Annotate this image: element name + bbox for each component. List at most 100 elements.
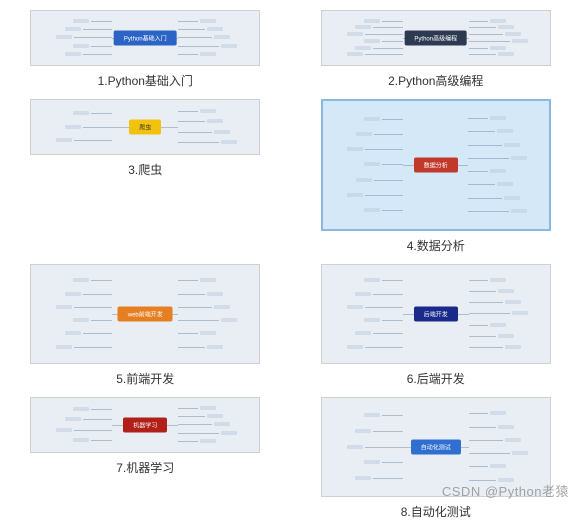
mindmap-branch	[468, 145, 501, 146]
mindmap-branch	[373, 48, 403, 49]
mindmap-branch	[178, 333, 198, 334]
mindmap-branch	[178, 280, 198, 281]
mindmap-branch	[469, 280, 489, 281]
mindmap-branch	[178, 132, 212, 133]
mindmap-center-node: 机器学习	[123, 418, 167, 433]
mindmap-branch	[469, 427, 496, 428]
mindmap-thumbnail[interactable]: 爬虫	[30, 99, 260, 155]
mindmap-branch	[91, 21, 112, 22]
mindmap-branch	[469, 41, 510, 42]
thumbnail-cell: 自动化测试 8.自动化测试	[311, 397, 562, 520]
thumbnail-caption: 2.Python高级编程	[388, 72, 483, 89]
mindmap-branch	[469, 27, 496, 28]
mindmap-center-node: Python高级编程	[404, 31, 467, 46]
mindmap-center-node: 爬虫	[129, 120, 161, 135]
mindmap-branch	[83, 419, 113, 420]
mindmap-branch	[374, 180, 403, 181]
mindmap-branch	[469, 336, 496, 337]
mindmap-branch	[469, 480, 496, 481]
mindmap-branch	[374, 134, 403, 135]
thumbnail-caption: 3.爬虫	[128, 161, 162, 178]
mindmap-branch	[469, 347, 503, 348]
mindmap-branch	[74, 430, 112, 431]
mindmap-branch	[469, 291, 496, 292]
mindmap-branch	[373, 478, 403, 479]
mindmap-branch	[373, 27, 403, 28]
mindmap-branch	[382, 320, 403, 321]
mindmap-branch	[382, 210, 403, 211]
thumbnail-cell: 机器学习 7.机器学习	[20, 397, 271, 520]
mindmap-branch	[468, 158, 508, 159]
mindmap-thumbnail[interactable]: 后端开发	[321, 264, 551, 364]
thumbnail-cell: web前端开发 5.前端开发	[20, 264, 271, 387]
mindmap-branch	[178, 433, 219, 434]
thumbnail-caption: 6.后端开发	[407, 370, 465, 387]
mindmap-left-branches	[333, 112, 403, 218]
mindmap-thumbnail[interactable]: web前端开发	[30, 264, 260, 364]
mindmap-branch	[178, 142, 219, 143]
mindmap-preview: 机器学习	[35, 402, 255, 448]
mindmap-branch	[178, 46, 219, 47]
mindmap-branch	[469, 54, 496, 55]
mindmap-branch	[365, 447, 403, 448]
mindmap-branch	[373, 294, 403, 295]
mindmap-center-node: 自动化测试	[411, 440, 461, 455]
mindmap-branch	[469, 466, 489, 467]
mindmap-branch	[382, 280, 403, 281]
mindmap-branch	[468, 211, 508, 212]
mindmap-branch	[178, 416, 205, 417]
mindmap-right-branches	[469, 18, 539, 59]
mindmap-branch	[469, 453, 510, 454]
mindmap-branch	[469, 34, 503, 35]
mindmap-branch	[178, 424, 212, 425]
mindmap-branch	[469, 313, 510, 314]
mindmap-right-branches	[469, 274, 539, 353]
mindmap-branch	[178, 320, 219, 321]
mindmap-branch	[365, 54, 403, 55]
mindmap-branch	[382, 164, 403, 165]
thumbnail-caption: 8.自动化测试	[401, 503, 471, 520]
mindmap-branch	[178, 54, 198, 55]
thumbnail-caption: 5.前端开发	[116, 370, 174, 387]
mindmap-branch	[468, 118, 488, 119]
thumbnail-caption: 7.机器学习	[116, 459, 174, 476]
mindmap-branch	[83, 127, 113, 128]
mindmap-right-branches	[178, 274, 248, 353]
mindmap-left-branches	[332, 18, 402, 59]
mindmap-thumbnail[interactable]: Python基础入门	[30, 10, 260, 66]
mindmap-preview: 爬虫	[35, 104, 255, 150]
mindmap-branch	[74, 347, 112, 348]
mindmap-branch	[469, 302, 503, 303]
mindmap-center-node: web前端开发	[118, 307, 173, 322]
mindmap-thumbnail[interactable]: 机器学习	[30, 397, 260, 453]
mindmap-branch	[382, 21, 403, 22]
mindmap-branch	[74, 307, 112, 308]
thumbnail-cell: 爬虫 3.爬虫	[20, 99, 271, 254]
mindmap-branch	[91, 280, 112, 281]
mindmap-branch	[365, 34, 403, 35]
mindmap-branch	[178, 441, 198, 442]
mindmap-branch	[382, 415, 403, 416]
mindmap-branch	[469, 413, 489, 414]
mindmap-branch	[468, 171, 488, 172]
thumbnail-cell: Python高级编程 2.Python高级编程	[311, 10, 562, 89]
mindmap-branch	[178, 347, 205, 348]
mindmap-thumbnail[interactable]: 自动化测试	[321, 397, 551, 497]
mindmap-branch	[365, 195, 403, 196]
mindmap-branch	[83, 54, 113, 55]
mindmap-branch	[382, 119, 403, 120]
mindmap-right-branches	[469, 407, 539, 486]
mindmap-thumbnail[interactable]: Python高级编程	[321, 10, 551, 66]
mindmap-branch	[91, 409, 112, 410]
mindmap-thumbnail[interactable]: 数据分析	[321, 99, 551, 231]
mindmap-branch	[469, 21, 489, 22]
thumbnail-cell: Python基础入门1.Python基础入门	[20, 10, 271, 89]
mindmap-branch	[178, 37, 212, 38]
mindmap-branch	[91, 440, 112, 441]
mindmap-left-branches	[42, 18, 112, 59]
thumbnail-grid: Python基础入门1.Python基础入门 Python高级编程 2.Python…	[0, 0, 581, 530]
mindmap-preview: 后端开发	[326, 269, 546, 359]
mindmap-branch	[83, 29, 113, 30]
mindmap-branch	[468, 198, 501, 199]
mindmap-left-branches	[42, 274, 112, 353]
